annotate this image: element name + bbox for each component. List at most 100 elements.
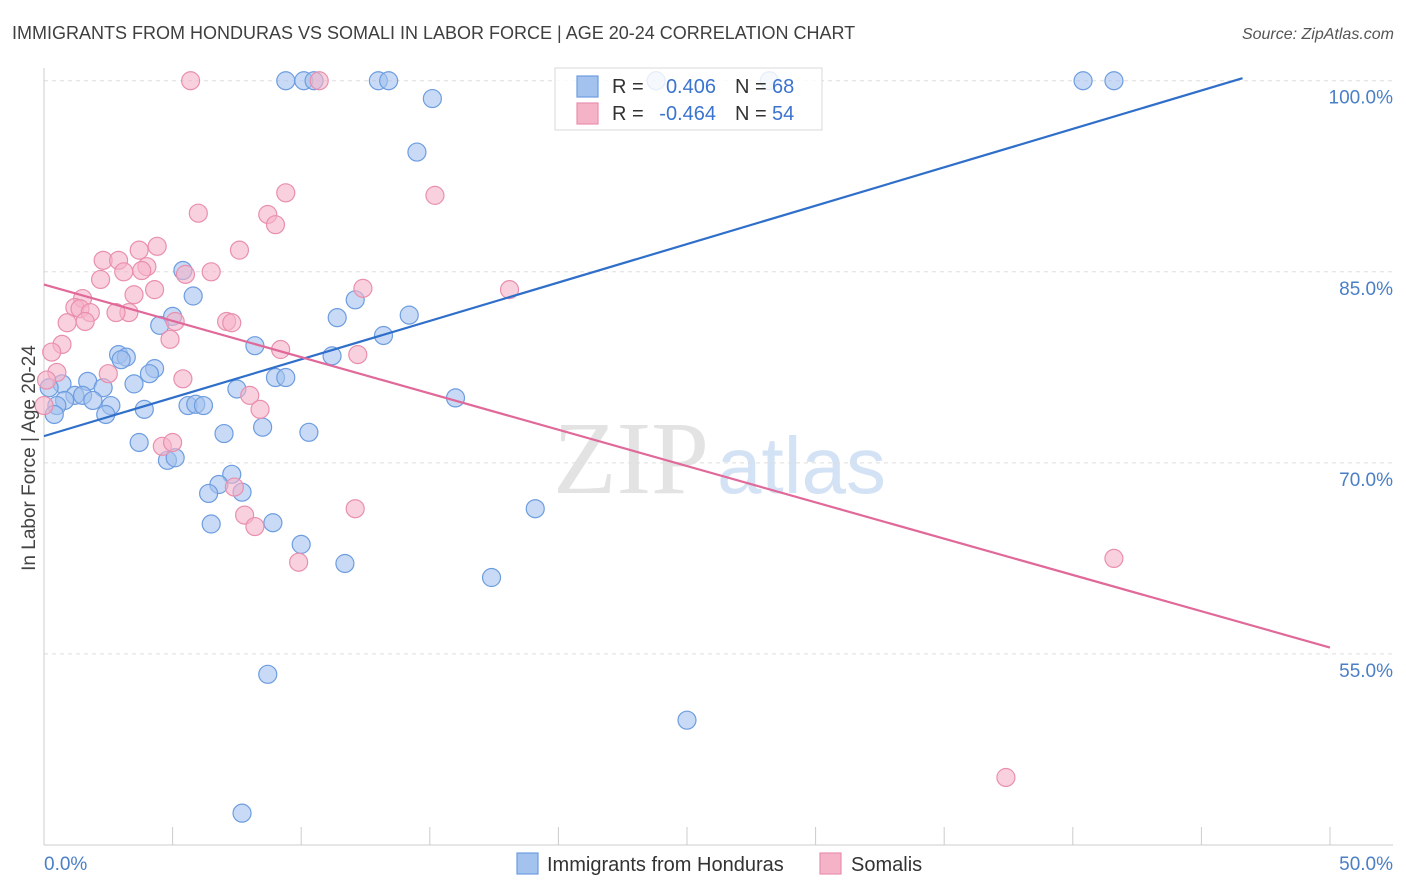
somalis-data-point: [34, 395, 54, 416]
stats-n-label-honduras: N =: [735, 76, 767, 98]
honduras-data-point: [407, 142, 427, 162]
somalis-data-point: [36, 370, 57, 390]
somalis-data-point: [250, 399, 270, 419]
honduras-data-point: [183, 286, 203, 306]
honduras-data-point: [379, 71, 399, 91]
somalis-trend-line: [43, 283, 1331, 649]
honduras-data-point: [422, 88, 442, 109]
honduras-data-point: [1073, 71, 1093, 91]
source-credit: Source: ZipAtlas.com: [1242, 26, 1394, 43]
honduras-data-point: [201, 514, 221, 534]
somalis-data-point: [132, 260, 152, 281]
y-tick-label: 55.0%: [1339, 661, 1393, 682]
honduras-data-point: [276, 71, 296, 91]
somalis-data-point: [224, 477, 244, 497]
stats-swatch-honduras: [576, 75, 599, 98]
honduras-data-point: [677, 710, 697, 730]
watermark-atlas: atlas: [717, 421, 886, 510]
stats-legend: R = 0.406 N = 68 R = -0.464 N = 54: [554, 67, 823, 131]
legend-swatch-somalis: [819, 852, 842, 875]
honduras-data-point: [214, 423, 234, 444]
somalis-data-point: [348, 344, 368, 365]
honduras-data-point: [139, 364, 160, 384]
watermark-zip: ZIP: [553, 401, 709, 516]
somalis-data-point: [289, 552, 309, 572]
somalis-data-point: [353, 278, 373, 298]
somalis-data-point: [309, 71, 329, 91]
honduras-data-point: [258, 664, 278, 684]
series-legend: Immigrants from Honduras Somalis: [516, 852, 922, 876]
x-tick-label: 0.0%: [44, 854, 87, 875]
somalis-data-point: [229, 240, 250, 260]
honduras-data-point: [83, 390, 103, 411]
stats-r-value-somalis: -0.464: [659, 103, 716, 125]
somalis-data-point: [90, 269, 111, 290]
somalis-data-point: [147, 236, 167, 256]
honduras-data-point: [253, 417, 273, 437]
stats-swatch-somalis: [576, 102, 599, 125]
honduras-data-point: [276, 367, 296, 388]
somalis-data-point: [201, 262, 221, 282]
legend-label-somalis: Somalis: [851, 854, 922, 876]
x-tick-labels: 0.0% 50.0%: [44, 854, 1393, 875]
legend-label-honduras: Immigrants from Honduras: [547, 854, 784, 876]
somalis-data-point: [1104, 548, 1124, 569]
honduras-data-point: [96, 404, 116, 425]
axes: [43, 68, 1393, 846]
honduras-data-point: [525, 499, 545, 519]
honduras-data-point: [134, 399, 154, 419]
somalis-data-point: [265, 215, 286, 235]
somalis-data-point: [996, 767, 1016, 788]
stats-legend-box: [554, 67, 823, 131]
stats-n-label-somalis: N =: [735, 103, 767, 125]
somalis-data-point: [276, 183, 296, 203]
honduras-data-point: [291, 534, 311, 554]
honduras-data-point: [263, 513, 283, 533]
somalis-data-point: [75, 311, 95, 332]
honduras-data-point: [124, 374, 144, 394]
somalis-data-point: [129, 240, 149, 260]
honduras-data-point: [232, 803, 252, 823]
gridlines: [44, 80, 1393, 655]
somalis-data-point: [57, 313, 77, 333]
stats-r-value-honduras: 0.406: [666, 76, 716, 98]
y-tick-labels: 100.0% 85.0% 70.0% 55.0%: [1329, 88, 1394, 682]
somalis-data-point: [106, 302, 126, 323]
honduras-data-point: [129, 432, 149, 453]
somalis-data-point: [124, 285, 144, 305]
y-tick-label: 100.0%: [1329, 88, 1394, 109]
somalis-data-point: [240, 385, 260, 405]
honduras-data-point: [111, 350, 131, 370]
somalis-data-point: [162, 432, 183, 453]
somalis-data-point: [245, 516, 265, 537]
honduras-data-point: [481, 567, 502, 588]
chart-title: IMMIGRANTS FROM HONDURAS VS SOMALI IN LA…: [12, 23, 855, 43]
somalis-data-point: [114, 262, 134, 282]
y-tick-label: 85.0%: [1339, 279, 1393, 300]
somalis-data-point: [181, 71, 201, 91]
honduras-data-point: [399, 305, 419, 325]
trend-lines: [43, 77, 1331, 649]
x-tick-label: 50.0%: [1339, 854, 1393, 875]
stats-n-value-somalis: 54: [772, 103, 794, 125]
y-axis-title: In Labor Force | Age 20-24: [19, 345, 40, 571]
honduras-data-point: [299, 422, 319, 442]
stats-r-label-honduras: R =: [612, 76, 644, 98]
stats-r-label-somalis: R =: [612, 103, 644, 125]
watermark: ZIP atlas: [553, 401, 886, 516]
somalis-data-point: [42, 342, 62, 362]
legend-swatch-honduras: [516, 852, 539, 875]
somalis-data-point: [144, 280, 165, 300]
honduras-trend-line: [43, 77, 1243, 438]
y-tick-label: 70.0%: [1339, 470, 1393, 491]
stats-n-value-honduras: 68: [772, 76, 794, 98]
honduras-data-point: [199, 483, 219, 504]
somalis-data-point: [222, 313, 242, 333]
honduras-data-point: [193, 395, 214, 416]
somalis-data-point: [98, 364, 118, 384]
somalis-data-point: [345, 499, 365, 519]
somalis-data-point: [173, 369, 193, 389]
honduras-data-point: [327, 308, 347, 328]
honduras-data-point: [1104, 71, 1124, 91]
